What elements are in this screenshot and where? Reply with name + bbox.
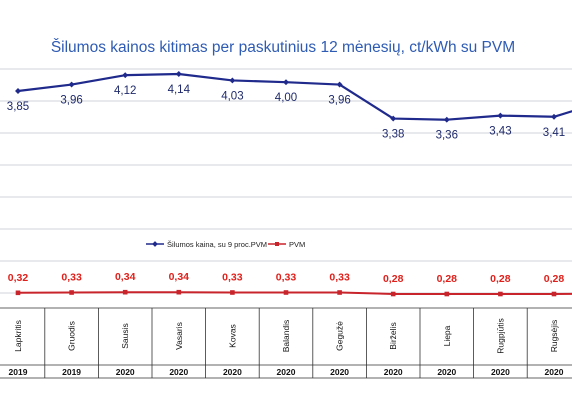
tick-label-year: 2020 xyxy=(437,367,456,377)
tick-label-year: 2020 xyxy=(384,367,403,377)
tick-label-year: 2019 xyxy=(62,367,81,377)
tick-label-year: 2020 xyxy=(330,367,349,377)
data-label: 0,34 xyxy=(169,271,190,283)
data-label: 3,38 xyxy=(382,129,404,141)
tick-label-month: Sausis xyxy=(120,323,130,349)
category-axis: Lapkritis 2019 Gruodis 2019 Sausis 2020 Vasari… xyxy=(0,307,572,379)
data-label: 4,03 xyxy=(221,90,243,102)
data-point xyxy=(498,291,503,297)
data-label: 0,28 xyxy=(383,273,404,285)
data-label: 3,96 xyxy=(328,95,350,107)
tick-label-month: Rugsėjis xyxy=(549,320,559,353)
data-point xyxy=(390,291,396,297)
data-point xyxy=(15,290,21,296)
data-point xyxy=(230,290,235,295)
data-point xyxy=(122,72,129,79)
data-label: 4,00 xyxy=(275,92,297,104)
chart-title: Šilumos kainos kitimas per paskutinius 1… xyxy=(51,39,515,56)
data-point xyxy=(337,290,342,295)
series-pvm: 0,32 0,33 0,34 0,34 0,33 0,33 0,33 0,28 0,28 0,28… xyxy=(8,271,572,297)
tick-label-month: Vasaris xyxy=(174,322,184,350)
data-label: 0,32 xyxy=(8,272,29,284)
tick-label-year: 2020 xyxy=(277,367,296,377)
legend-marker xyxy=(152,241,158,247)
tick-label-year: 2020 xyxy=(116,367,135,377)
data-label: 3,41 xyxy=(543,127,565,139)
legend-label: Šilumos kaina, su 9 proc.PVM xyxy=(167,240,267,249)
data-point xyxy=(283,79,289,86)
tick-label-month: Gruodis xyxy=(67,321,77,351)
tick-label-month: Lapkritis xyxy=(13,320,23,352)
data-point xyxy=(497,112,504,119)
data-point xyxy=(336,81,343,88)
legend-marker xyxy=(275,242,279,246)
tick-label-month: Birželis xyxy=(388,322,398,349)
data-label: 3,43 xyxy=(489,126,511,138)
tick-label-month: Gegužė xyxy=(335,321,345,351)
data-point xyxy=(390,115,397,122)
data-point xyxy=(68,81,75,88)
data-label: 3,85 xyxy=(7,101,29,113)
data-label: 0,28 xyxy=(437,273,458,285)
legend-item: Šilumos kaina, su 9 proc.PVM xyxy=(146,240,267,249)
data-label: 0,33 xyxy=(222,272,243,284)
data-label: 0,33 xyxy=(61,272,82,284)
tick-label-year: 2020 xyxy=(491,367,510,377)
data-label: 0,33 xyxy=(329,272,350,284)
data-label: 4,12 xyxy=(114,85,136,97)
data-point xyxy=(551,291,557,297)
legend-item: PVM xyxy=(268,240,305,249)
tick-label-month: Kovas xyxy=(227,324,237,348)
legend: Šilumos kaina, su 9 proc.PVM PVM xyxy=(146,240,305,249)
tick-label-year: 2020 xyxy=(169,367,188,377)
data-label: 0,28 xyxy=(490,273,511,285)
data-label: 0,34 xyxy=(115,271,136,283)
data-label: 3,36 xyxy=(436,130,458,142)
tick-label-month: Rugpjūtis xyxy=(495,318,505,353)
data-label: 0,33 xyxy=(276,272,297,284)
data-point xyxy=(283,290,289,295)
data-point xyxy=(176,289,182,295)
data-label: 3,96 xyxy=(60,95,82,107)
tick-label-year: 2019 xyxy=(9,367,28,377)
tick-label-year: 2020 xyxy=(223,367,242,377)
data-point xyxy=(122,289,128,295)
tick-label-year: 2020 xyxy=(545,367,564,377)
data-point xyxy=(69,290,74,295)
data-label: 4,14 xyxy=(168,84,191,96)
series-line xyxy=(17,291,572,295)
tick-label-month: Balandis xyxy=(281,320,291,353)
tick-label-month: Liepa xyxy=(442,325,452,346)
series-line xyxy=(17,72,572,121)
legend-label: PVM xyxy=(289,240,305,249)
data-point xyxy=(444,291,450,297)
data-label: 0,28 xyxy=(544,273,565,285)
